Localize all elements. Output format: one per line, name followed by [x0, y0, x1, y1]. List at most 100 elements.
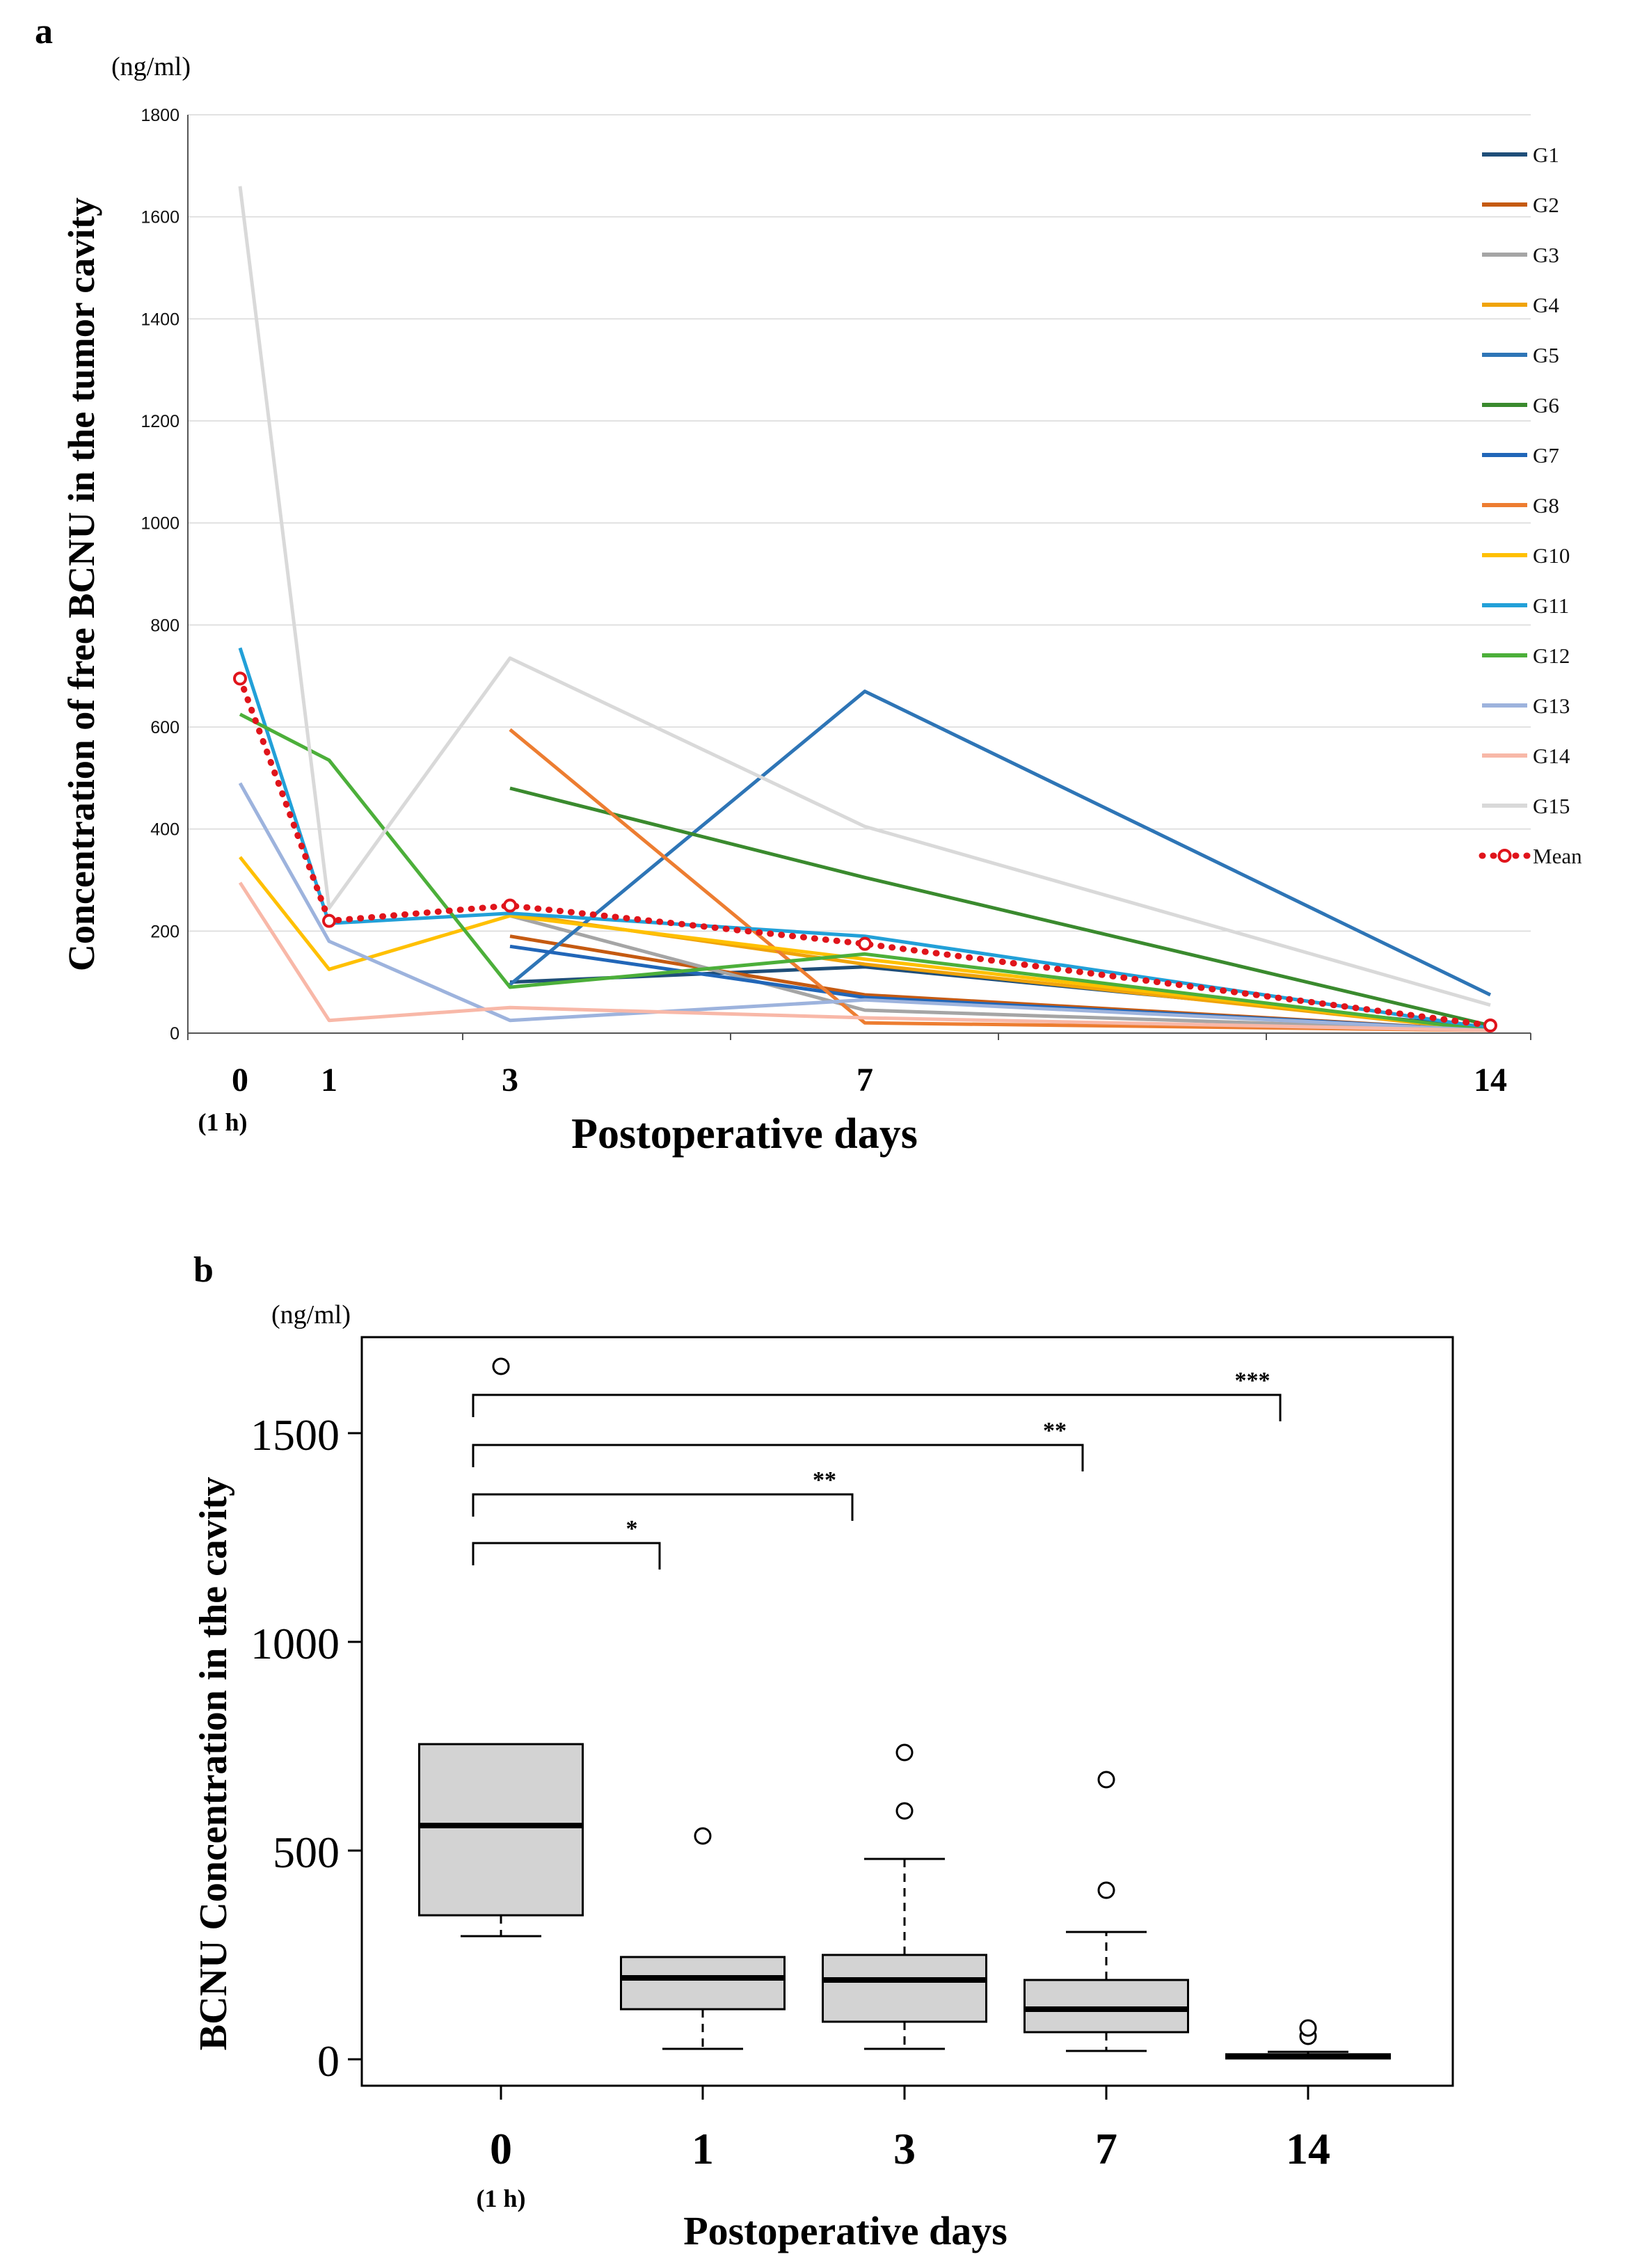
significance-label-0-1: *: [626, 1516, 638, 1542]
y-tick-label-400: 400: [150, 820, 180, 840]
box-day-0: [418, 1357, 584, 1938]
panel-b-significance: ********: [472, 1368, 1282, 1570]
series-line-g5: [509, 689, 1492, 997]
legend-label-g10: G10: [1533, 543, 1570, 568]
outlier-point: [1097, 1771, 1115, 1789]
legend-marker-mean: [1497, 849, 1512, 863]
x-tick-label-1: 1: [321, 1062, 337, 1099]
x-tick-label-14: 14: [1474, 1062, 1507, 1099]
significance-label-0-7: **: [1043, 1418, 1067, 1444]
y-tick-label-600: 600: [150, 718, 180, 737]
y-tick-label-1000: 1000: [250, 1619, 340, 1668]
mean-point-day-3: [503, 898, 517, 913]
legend-label-g6: G6: [1533, 393, 1559, 417]
legend-label-g1: G1: [1533, 143, 1559, 167]
series-line-g15: [238, 186, 1491, 1007]
legend-label-g15: G15: [1533, 794, 1570, 818]
series-line-g14: [238, 881, 1491, 1032]
box-day-1: [620, 1827, 786, 2050]
series-line-g10: [239, 856, 1491, 1032]
panel-a-series: [233, 186, 1497, 1032]
y-tick-label-800: 800: [150, 616, 180, 635]
legend-label-g2: G2: [1533, 193, 1559, 217]
x-tick-label-7: 7: [857, 1062, 873, 1099]
panel-a-xtick-sublabel: (1 h): [198, 1108, 248, 1136]
panel-a-ylabel: Concentration of free BCNU in the tumor …: [61, 198, 102, 971]
legend-label-g7: G7: [1533, 443, 1559, 468]
y-tick-label-0: 0: [170, 1024, 180, 1044]
panel-a-axes: 0 200 400 600 800 1000 1200 1400 1600 1800 0 1 3 7 14: [141, 106, 1531, 1099]
mean-point-day-7: [858, 936, 872, 951]
outlier-point: [895, 1802, 914, 1820]
panel-label-a: a: [35, 12, 53, 51]
y-tick-label-1600: 1600: [141, 208, 180, 227]
legend-label-mean: Mean: [1533, 844, 1582, 868]
y-tick-label-200: 200: [150, 922, 180, 941]
panel-a-gridlines: [188, 114, 1531, 932]
series-line-g11: [238, 647, 1491, 1030]
series-line-mean: [237, 675, 1494, 1029]
panel-label-b: b: [193, 1250, 214, 1290]
box-iqr: [418, 1743, 584, 1917]
significance-bracket-0-1: [472, 1542, 661, 1570]
panel-b-plot-frame: [360, 1336, 1454, 2087]
panel-b: b (ng/ml) BCNU Concentration in the cavi…: [192, 1250, 1454, 2253]
outlier-point: [694, 1827, 712, 1845]
box-day-7: [1023, 1771, 1189, 2052]
panel-a-xlabel: Postoperative days: [571, 1110, 918, 1158]
outlier-point: [895, 1743, 914, 1762]
series-line-g6: [509, 786, 1491, 1028]
x-tick-label-3: 3: [893, 2124, 916, 2173]
panel-b-ylabel: BCNU Concentration in the cavity: [192, 1477, 235, 2050]
y-tick-label-1400: 1400: [141, 310, 180, 329]
outlier-point: [1097, 1881, 1115, 1899]
box-day-3: [822, 1743, 987, 2050]
x-tick-label-14: 14: [1286, 2124, 1330, 2173]
panel-a-legend: G1 G2 G3 G4 G5 G6 G7 G8 G10 G11 G12 G13 G14 G15 Mean: [1479, 143, 1582, 868]
box-iqr: [822, 1954, 987, 2023]
panel-b-boxes: [418, 1357, 1391, 2060]
y-tick-label-1000: 1000: [141, 514, 180, 534]
y-tick-label-1200: 1200: [141, 412, 180, 431]
panel-b-axes: 0 500 1000 1500 0 1 3 7 14: [250, 1410, 1330, 2173]
significance-bracket-0-3: [472, 1493, 854, 1521]
legend-label-g14: G14: [1533, 744, 1570, 768]
x-tick-label-0: 0: [232, 1062, 248, 1099]
significance-bracket-0-7: [472, 1444, 1084, 1471]
x-tick-label-1: 1: [692, 2124, 714, 2173]
x-tick-label-0: 0: [490, 2124, 512, 2173]
series-line-g3: [509, 913, 1491, 1032]
panel-a: a (ng/ml) Concentration of free BCNU in …: [35, 12, 1582, 1158]
y-tick-label-0: 0: [317, 2036, 340, 2086]
x-tick-label-3: 3: [502, 1062, 518, 1099]
legend-label-g11: G11: [1533, 593, 1569, 618]
mean-point-day-1: [322, 913, 336, 928]
box-day-14: [1225, 2019, 1391, 2060]
series-line-g8: [509, 728, 1491, 1032]
series-line-g12: [239, 712, 1491, 1032]
outlier-point: [1299, 2019, 1317, 2037]
panel-a-unit: (ng/ml): [111, 52, 191, 81]
x-tick-label-7: 7: [1095, 2124, 1117, 2173]
legend-label-g4: G4: [1533, 293, 1559, 317]
significance-label-0-14: ***: [1235, 1368, 1270, 1393]
mean-point-day-14: [1483, 1019, 1497, 1032]
panel-b-unit: (ng/ml): [271, 1300, 351, 1329]
legend-label-g3: G3: [1533, 243, 1559, 267]
panel-b-xtick-sublabel: (1 h): [477, 2185, 526, 2212]
mean-point-day-0: [233, 671, 247, 686]
significance-bracket-0-14: [472, 1393, 1282, 1421]
y-tick-label-500: 500: [273, 1828, 340, 1877]
box-iqr: [1023, 1979, 1189, 2034]
legend-label-g5: G5: [1533, 343, 1559, 367]
legend-label-g13: G13: [1533, 694, 1570, 718]
significance-label-0-3: **: [813, 1467, 836, 1493]
legend-label-g8: G8: [1533, 493, 1559, 518]
panel-b-xlabel: Postoperative days: [683, 2208, 1007, 2253]
series-line-g13: [238, 782, 1491, 1032]
legend-label-g12: G12: [1533, 644, 1570, 668]
y-tick-label-1500: 1500: [250, 1410, 340, 1460]
box-iqr: [620, 1956, 786, 2011]
y-tick-label-1800: 1800: [141, 106, 180, 125]
